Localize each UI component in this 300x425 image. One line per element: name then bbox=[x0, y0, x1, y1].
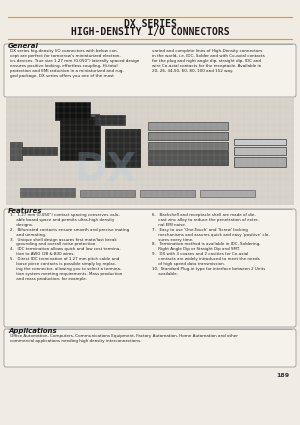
Bar bbox=[6, 98, 294, 205]
Bar bbox=[148, 151, 228, 165]
Text: HIGH-DENSITY I/O CONNECTORS: HIGH-DENSITY I/O CONNECTORS bbox=[71, 27, 229, 37]
Bar bbox=[55, 102, 90, 120]
FancyBboxPatch shape bbox=[4, 209, 296, 327]
Bar bbox=[60, 114, 100, 117]
Bar bbox=[200, 190, 255, 197]
Text: varied and complete lines of High-Density connectors
in the world, i.e. IDC, Sol: varied and complete lines of High-Densit… bbox=[152, 49, 265, 73]
Bar bbox=[105, 129, 140, 167]
Text: DX: DX bbox=[74, 151, 136, 189]
Bar bbox=[80, 190, 135, 197]
Bar bbox=[15, 147, 57, 155]
FancyBboxPatch shape bbox=[4, 329, 296, 367]
Text: 1.   1.27 mm (0.050") contact spacing conserves valu-
     able board space and : 1. 1.27 mm (0.050") contact spacing cons… bbox=[10, 213, 129, 280]
Bar bbox=[60, 115, 100, 160]
Text: 189: 189 bbox=[276, 373, 289, 378]
Bar bbox=[148, 142, 228, 150]
Text: DX series hig-density I/O connectors with below con-
cept are perfect for tomorr: DX series hig-density I/O connectors wit… bbox=[10, 49, 140, 78]
Bar bbox=[234, 139, 286, 145]
Bar bbox=[148, 122, 228, 130]
Bar bbox=[95, 115, 125, 125]
Bar bbox=[20, 188, 75, 197]
Bar bbox=[234, 147, 286, 155]
Bar bbox=[148, 132, 228, 140]
Text: Office Automation, Computers, Communications Equipment, Factory Automation, Home: Office Automation, Computers, Communicat… bbox=[10, 334, 238, 343]
Text: 6.   Backshell and receptacle shell are made of die-
     cast zinc alloy to red: 6. Backshell and receptacle shell are ma… bbox=[152, 213, 270, 276]
Bar bbox=[234, 157, 286, 167]
Text: Features: Features bbox=[8, 208, 43, 214]
Bar bbox=[140, 190, 195, 197]
FancyBboxPatch shape bbox=[4, 44, 296, 97]
Text: DX SERIES: DX SERIES bbox=[124, 19, 176, 29]
Text: Applications: Applications bbox=[8, 328, 57, 334]
Text: General: General bbox=[8, 43, 39, 49]
Bar bbox=[10, 142, 22, 160]
